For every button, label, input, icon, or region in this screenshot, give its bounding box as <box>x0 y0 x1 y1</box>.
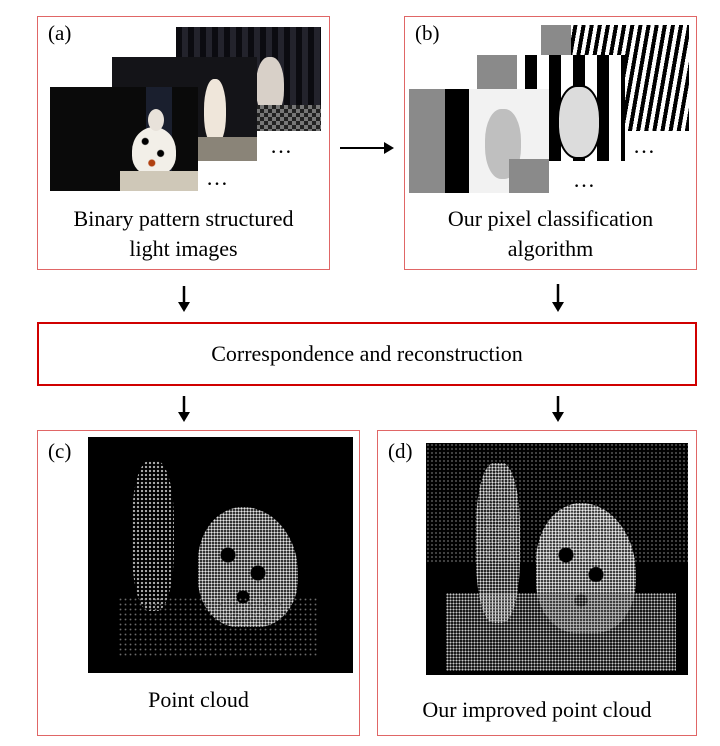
figurine-points <box>132 461 174 611</box>
panel-b-tag: (b) <box>415 21 440 45</box>
figurine-mask <box>557 85 601 159</box>
ellipsis-upper: … <box>270 133 294 158</box>
ellipsis-upper: … <box>633 133 657 158</box>
gray-floor <box>509 159 549 193</box>
arrow-down-icon <box>552 284 564 312</box>
panel-a: (a) … … Binary pattern structured light … <box>37 16 330 270</box>
panel-a-tag: (a) <box>48 21 72 45</box>
panel-d-tag: (d) <box>388 439 413 463</box>
panel-d: (d) Our improved point cloud <box>377 430 697 736</box>
panel-b-caption-line1: Our pixel classification <box>447 206 654 231</box>
correspondence-reconstruction-box: Correspondence and reconstruction <box>37 322 697 386</box>
lit-floor <box>120 171 198 191</box>
point-cloud-image <box>88 437 353 673</box>
floor-points <box>446 593 676 671</box>
process-label: Correspondence and reconstruction <box>211 341 523 366</box>
panel-a-caption-line1: Binary pattern structured <box>73 206 294 231</box>
gray-region <box>477 55 517 95</box>
arrow-right-icon <box>340 142 394 154</box>
panel-b: (b) … … Our pixel classification algorit… <box>404 16 697 270</box>
stack-image-front <box>50 87 198 191</box>
arrow-down-icon <box>552 396 564 422</box>
class-map-front <box>409 89 549 193</box>
chicken-head <box>148 109 164 131</box>
ellipsis-lower: … <box>206 165 230 190</box>
arrow-down-icon <box>178 286 190 312</box>
improved-point-cloud-image <box>426 443 688 675</box>
gray-region <box>409 89 445 193</box>
panel-a-caption-line2: light images <box>129 236 238 261</box>
ellipsis-lower: … <box>573 167 597 192</box>
arrow-down-icon <box>178 396 190 422</box>
panel-c-tag: (c) <box>48 439 72 463</box>
panel-d-caption: Our improved point cloud <box>422 697 652 722</box>
figurine-silhouette <box>204 79 226 145</box>
panel-b-caption-line2: algorithm <box>507 236 594 261</box>
panel-c: (c) Point cloud <box>37 430 360 736</box>
floor-points <box>118 597 318 657</box>
panel-c-caption: Point cloud <box>148 687 249 712</box>
chicken-body <box>132 127 176 175</box>
